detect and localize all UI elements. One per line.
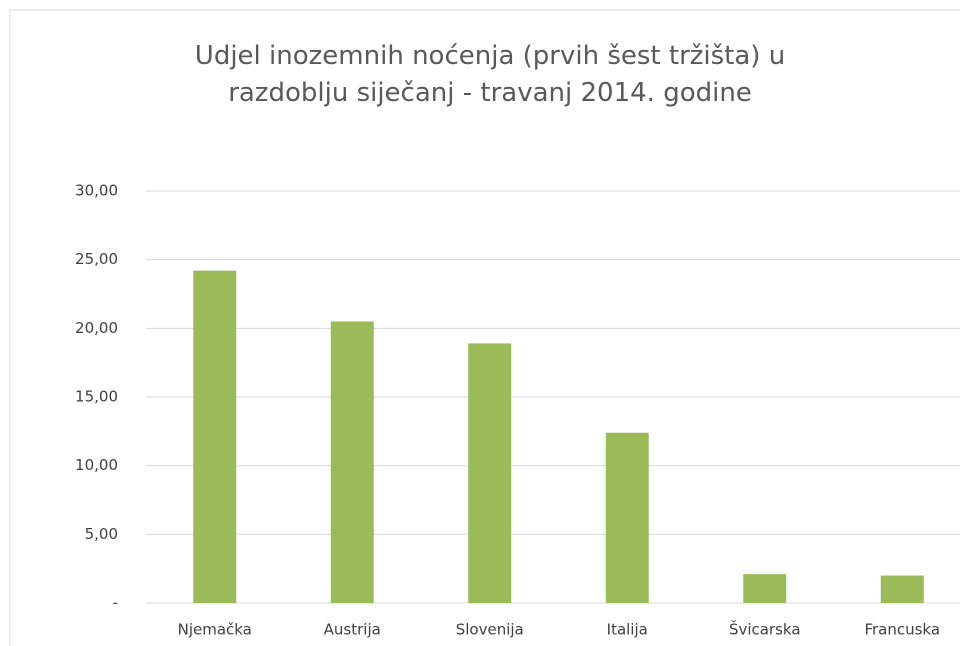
y-tick-label: 20,00: [75, 319, 118, 337]
bar: [743, 574, 787, 603]
bar: [605, 432, 649, 603]
x-tick-label: Austrija: [324, 621, 381, 639]
chart-title: Udjel inozemnih noćenja (prvih šest trži…: [194, 41, 786, 108]
y-tick-label: -: [113, 594, 118, 612]
y-tick-label: 30,00: [75, 182, 118, 200]
bar: [468, 343, 512, 603]
chart-border: [9, 9, 960, 646]
y-tick-label: 5,00: [85, 525, 118, 543]
bar: [193, 270, 237, 603]
y-tick-label: 25,00: [75, 250, 118, 268]
y-tick-label: 15,00: [75, 388, 118, 406]
x-tick-label: Njemačka: [178, 621, 252, 639]
bar: [880, 575, 924, 603]
x-tick-label: Švicarska: [729, 620, 801, 639]
x-tick-label: Slovenija: [456, 621, 524, 639]
bar: [330, 321, 374, 603]
y-tick-label: 10,00: [75, 456, 118, 474]
x-tick-label: Francuska: [864, 621, 940, 639]
x-tick-label: Italija: [607, 621, 648, 639]
